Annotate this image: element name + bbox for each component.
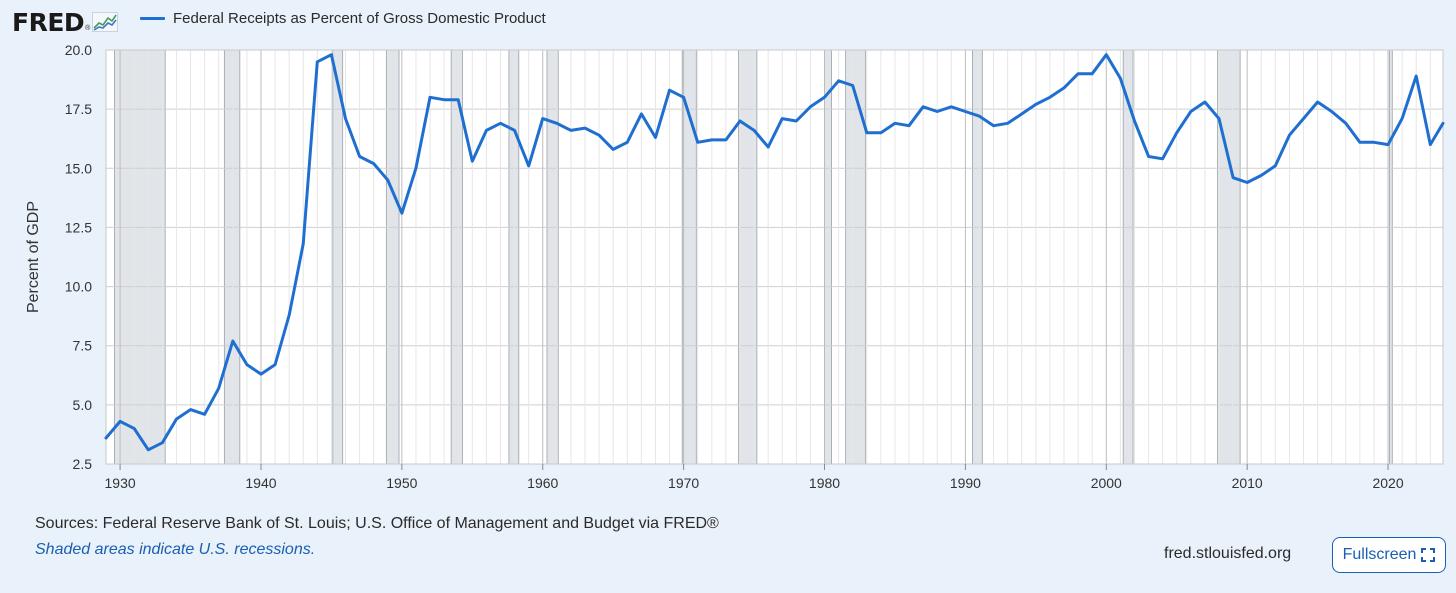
fullscreen-icon bbox=[1421, 548, 1436, 562]
recession-band bbox=[972, 49, 983, 465]
y-axis-ticks: 2.5 5.0 7.5 10.0 12.5 15.0 17.5 20.0 bbox=[65, 42, 92, 472]
x-tick-label: 2000 bbox=[1091, 475, 1122, 491]
x-tick-label: 1930 bbox=[105, 475, 136, 491]
series-line bbox=[104, 53, 1445, 452]
recession-band bbox=[824, 49, 832, 465]
plot-background bbox=[106, 50, 1443, 464]
fullscreen-button[interactable]: Fullscreen bbox=[1332, 537, 1446, 573]
fred-logo[interactable]: FRED ® bbox=[12, 4, 119, 40]
y-tick-label: 12.5 bbox=[65, 219, 92, 235]
y-tick-label: 10.0 bbox=[65, 279, 92, 295]
recession-band bbox=[508, 49, 520, 465]
x-gridlines bbox=[119, 50, 1431, 464]
sources-note: Sources: Federal Reserve Bank of St. Lou… bbox=[35, 515, 719, 532]
x-tick-label: 1980 bbox=[809, 475, 840, 491]
y-tick-label: 15.0 bbox=[65, 160, 92, 176]
chart-header: FRED ® Federal Receipts as Percent of Gr… bbox=[0, 0, 1456, 44]
recession-band bbox=[223, 49, 241, 465]
y-tick-label: 17.5 bbox=[65, 101, 92, 117]
y-tick-label: 7.5 bbox=[73, 338, 93, 354]
legend-label: Federal Receipts as Percent of Gross Dom… bbox=[173, 10, 546, 27]
logo-text: FRED bbox=[12, 7, 85, 37]
legend-swatch bbox=[140, 17, 165, 20]
registered-mark: ® bbox=[85, 24, 91, 32]
recession-note-link[interactable]: Shaded areas indicate U.S. recessions. bbox=[35, 541, 316, 558]
x-tick-label: 1970 bbox=[668, 475, 699, 491]
y-tick-label: 5.0 bbox=[73, 397, 93, 413]
y-tick-label: 2.5 bbox=[73, 456, 93, 472]
x-tick-label: 2020 bbox=[1372, 475, 1403, 491]
chart: 2.55.07.510.012.515.017.520.0 1930 1940 19… bbox=[25, 42, 1445, 491]
x-tick-label: 1990 bbox=[950, 475, 981, 491]
graph-icon bbox=[92, 12, 119, 32]
y-tick-label: 20.0 bbox=[65, 42, 92, 58]
fullscreen-label: Fullscreen bbox=[1342, 546, 1417, 563]
x-tick-label: 1960 bbox=[527, 475, 558, 491]
y-axis-title: Percent of GDP bbox=[25, 201, 42, 313]
recession-bands bbox=[114, 49, 1393, 465]
recession-band bbox=[845, 49, 866, 465]
legend: Federal Receipts as Percent of Gross Dom… bbox=[140, 10, 546, 27]
x-tick-label: 1950 bbox=[386, 475, 417, 491]
site-url[interactable]: fred.stlouisfed.org bbox=[1164, 545, 1292, 562]
plot-border bbox=[105, 49, 1444, 465]
x-tick-label: 1940 bbox=[245, 475, 276, 491]
recession-band bbox=[114, 49, 166, 465]
x-axis-ticks: 1930 1940 1950 1960 1970 1980 1990 2000 2010 2020 bbox=[105, 464, 1404, 491]
recession-band bbox=[1217, 49, 1241, 465]
recession-band bbox=[1389, 49, 1393, 465]
recession-band bbox=[332, 49, 344, 465]
x-tick-label: 2010 bbox=[1232, 475, 1263, 491]
